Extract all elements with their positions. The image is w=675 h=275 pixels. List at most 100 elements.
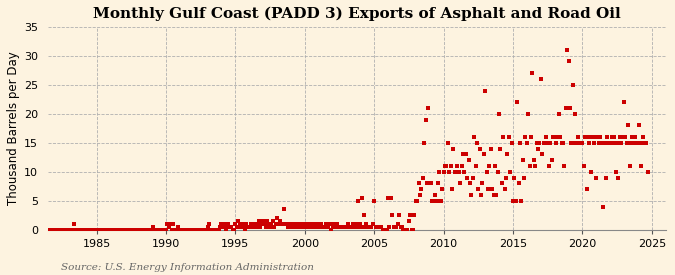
Point: [560, 106, 571, 110]
Point: [266, 222, 277, 226]
Point: [451, 170, 462, 174]
Point: [204, 222, 215, 226]
Point: [192, 228, 203, 232]
Point: [527, 71, 538, 75]
Point: [476, 193, 487, 197]
Point: [169, 228, 180, 232]
Point: [122, 228, 132, 232]
Point: [443, 170, 454, 174]
Point: [256, 222, 267, 226]
Point: [442, 141, 453, 145]
Point: [396, 225, 407, 229]
Point: [513, 181, 524, 186]
Point: [477, 181, 488, 186]
Title: Monthly Gulf Coast (PADD 3) Exports of Asphalt and Road Oil: Monthly Gulf Coast (PADD 3) Exports of A…: [93, 7, 621, 21]
Point: [36, 228, 47, 232]
Point: [80, 228, 91, 232]
Point: [610, 170, 621, 174]
Point: [87, 228, 98, 232]
Point: [543, 164, 554, 168]
Point: [631, 141, 642, 145]
Point: [363, 225, 374, 229]
Point: [302, 225, 313, 229]
Point: [224, 225, 235, 229]
Point: [479, 152, 489, 156]
Point: [613, 175, 624, 180]
Point: [549, 135, 560, 139]
Point: [576, 141, 587, 145]
Point: [406, 228, 417, 232]
Point: [240, 228, 250, 232]
Point: [213, 228, 224, 232]
Point: [178, 228, 188, 232]
Point: [421, 181, 432, 186]
Point: [533, 146, 543, 151]
Point: [404, 219, 414, 223]
Point: [95, 228, 106, 232]
Point: [401, 228, 412, 232]
Point: [167, 222, 178, 226]
Point: [598, 204, 609, 209]
Point: [59, 228, 70, 232]
Point: [573, 135, 584, 139]
Point: [467, 175, 478, 180]
Point: [261, 225, 271, 229]
Point: [501, 175, 512, 180]
Point: [462, 175, 472, 180]
Point: [171, 228, 182, 232]
Point: [316, 222, 327, 226]
Point: [445, 164, 456, 168]
Point: [179, 228, 190, 232]
Point: [238, 225, 249, 229]
Point: [90, 228, 101, 232]
Point: [173, 225, 184, 229]
Point: [593, 141, 604, 145]
Point: [588, 141, 599, 145]
Point: [296, 222, 307, 226]
Point: [417, 175, 428, 180]
Point: [423, 106, 434, 110]
Point: [384, 225, 395, 229]
Point: [237, 222, 248, 226]
Point: [377, 228, 388, 232]
Point: [373, 225, 384, 229]
Point: [236, 225, 246, 229]
Point: [254, 219, 265, 223]
Point: [244, 225, 254, 229]
Point: [195, 228, 206, 232]
Point: [364, 225, 375, 229]
Point: [265, 225, 275, 229]
Point: [68, 228, 78, 232]
Point: [174, 228, 185, 232]
Point: [603, 141, 614, 145]
Point: [398, 228, 409, 232]
Point: [57, 228, 68, 232]
Point: [505, 170, 516, 174]
Point: [425, 181, 435, 186]
Point: [624, 164, 635, 168]
Point: [233, 219, 244, 223]
Point: [88, 228, 99, 232]
Point: [574, 141, 585, 145]
Point: [217, 225, 228, 229]
Point: [136, 228, 146, 232]
Point: [117, 228, 128, 232]
Point: [44, 228, 55, 232]
Point: [226, 225, 237, 229]
Point: [567, 82, 578, 87]
Point: [258, 219, 269, 223]
Point: [542, 141, 553, 145]
Point: [626, 141, 637, 145]
Point: [506, 141, 517, 145]
Point: [212, 228, 223, 232]
Point: [66, 228, 77, 232]
Text: Source: U.S. Energy Information Administration: Source: U.S. Energy Information Administ…: [61, 263, 314, 272]
Point: [182, 228, 192, 232]
Point: [366, 225, 377, 229]
Point: [541, 135, 551, 139]
Point: [62, 228, 73, 232]
Point: [84, 228, 95, 232]
Point: [249, 222, 260, 226]
Point: [526, 135, 537, 139]
Point: [202, 225, 213, 229]
